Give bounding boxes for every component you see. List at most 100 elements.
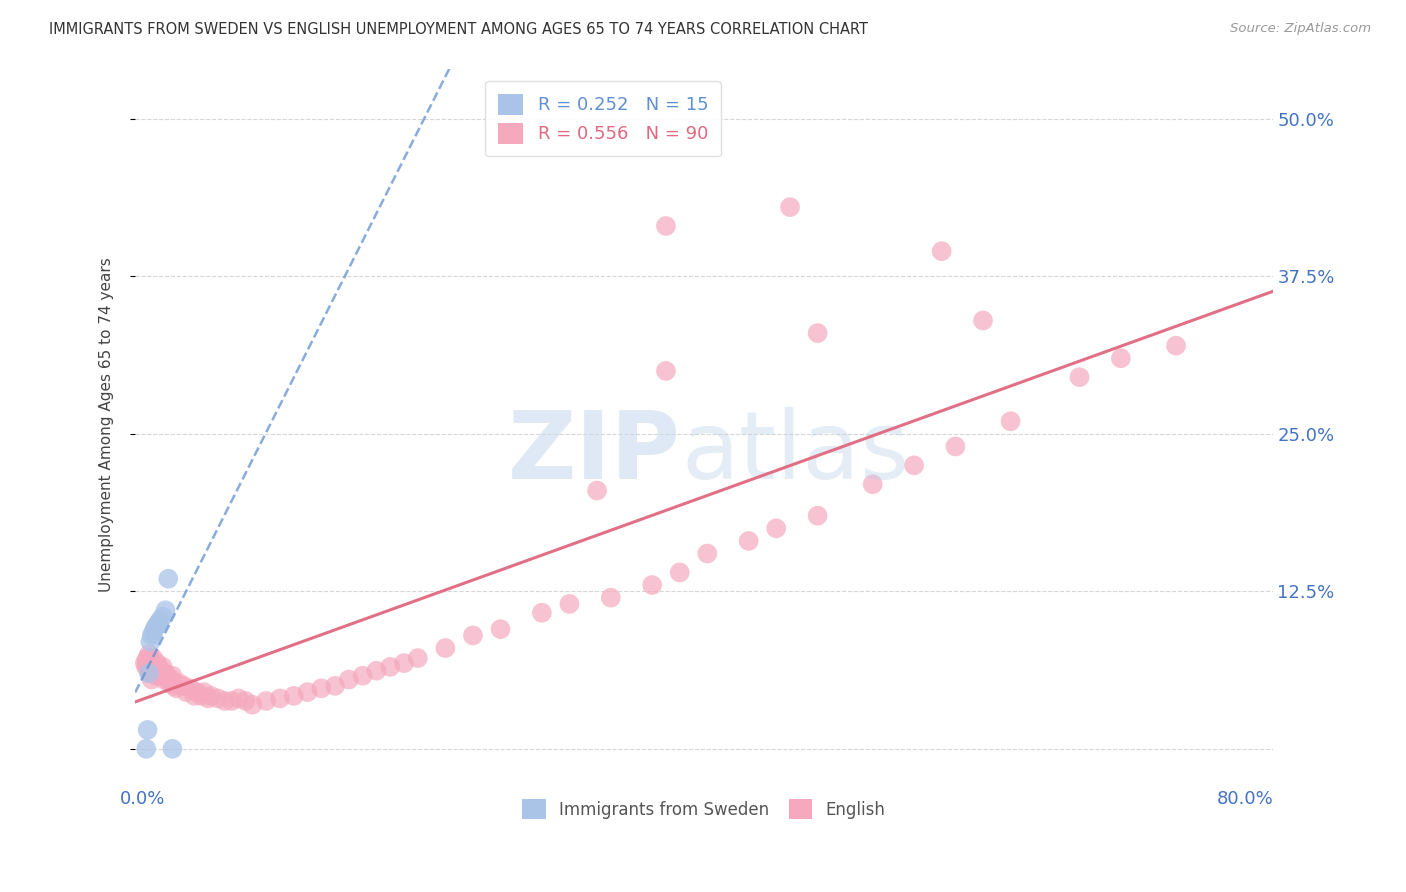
Point (152, 609, 174, 624)
Point (149, 664, 172, 678)
Point (655, 364, 678, 378)
Point (972, 313, 994, 327)
Point (145, 669, 167, 683)
Point (903, 458, 925, 473)
Point (157, 572, 180, 586)
Point (807, 326, 830, 340)
Y-axis label: Unemployment Among Ages 65 to 74 years: Unemployment Among Ages 65 to 74 years (100, 257, 114, 591)
Point (146, 666, 169, 681)
Point (240, 698, 263, 712)
Point (696, 547, 718, 561)
Point (152, 660, 174, 674)
Point (139, 634, 162, 648)
Point (172, 679, 194, 693)
Point (166, 681, 188, 696)
Point (142, 664, 165, 678)
Point (945, 440, 967, 454)
Point (228, 691, 250, 706)
Point (641, 578, 664, 592)
Point (737, 533, 759, 548)
Point (135, 654, 157, 668)
Point (311, 681, 333, 696)
Point (179, 681, 201, 696)
Point (323, 679, 346, 693)
Point (136, 723, 159, 737)
Point (283, 689, 305, 703)
Point (461, 628, 484, 642)
Point (380, 660, 402, 674)
Point (143, 666, 166, 681)
Point (157, 673, 180, 687)
Text: atlas: atlas (681, 407, 910, 499)
Text: IMMIGRANTS FROM SWEDEN VS ENGLISH UNEMPLOYMENT AMONG AGES 65 TO 74 YEARS CORRELA: IMMIGRANTS FROM SWEDEN VS ENGLISH UNEMPL… (49, 22, 869, 37)
Point (530, 606, 553, 620)
Point (149, 613, 172, 627)
Point (1109, 351, 1132, 366)
Point (148, 669, 170, 683)
Point (765, 521, 787, 535)
Point (489, 622, 512, 636)
Point (150, 666, 173, 681)
Point (254, 694, 277, 708)
Point (352, 669, 374, 683)
Point (138, 656, 160, 670)
Point (668, 566, 690, 580)
Legend: Immigrants from Sweden, English: Immigrants from Sweden, English (516, 793, 893, 825)
Point (136, 660, 159, 674)
Point (153, 673, 176, 687)
Point (174, 685, 197, 699)
Point (207, 691, 229, 706)
Point (1164, 339, 1187, 353)
Point (155, 603, 177, 617)
Point (146, 656, 169, 670)
Point (135, 741, 157, 756)
Point (139, 660, 162, 674)
Point (197, 691, 219, 706)
Point (193, 685, 215, 699)
Point (655, 219, 678, 233)
Point (163, 679, 186, 693)
Point (931, 244, 953, 259)
Point (392, 656, 415, 670)
Point (779, 200, 801, 214)
Point (337, 673, 360, 687)
Point (141, 628, 163, 642)
Point (134, 656, 156, 670)
Point (136, 651, 159, 665)
Text: ZIP: ZIP (508, 407, 681, 499)
Point (141, 656, 163, 670)
Point (269, 691, 291, 706)
Point (558, 597, 581, 611)
Point (366, 664, 388, 678)
Point (156, 669, 179, 683)
Point (162, 669, 184, 683)
Point (434, 640, 457, 655)
Point (146, 618, 169, 632)
Point (200, 689, 222, 703)
Point (160, 673, 183, 687)
Point (152, 669, 174, 683)
Point (235, 694, 257, 708)
Point (143, 658, 166, 673)
Point (138, 664, 160, 678)
Point (186, 685, 208, 699)
Point (1069, 370, 1091, 384)
Point (807, 508, 830, 523)
Point (145, 660, 167, 674)
Point (862, 477, 884, 491)
Point (214, 694, 236, 708)
Point (148, 660, 170, 674)
Point (406, 651, 429, 665)
Point (169, 676, 191, 690)
Point (148, 615, 170, 630)
Point (141, 673, 163, 687)
Point (138, 648, 160, 662)
Point (145, 619, 167, 633)
Point (159, 676, 181, 690)
Point (190, 689, 212, 703)
Point (183, 689, 205, 703)
Point (138, 666, 160, 681)
Point (586, 483, 609, 498)
Point (143, 622, 166, 636)
Point (162, 741, 184, 756)
